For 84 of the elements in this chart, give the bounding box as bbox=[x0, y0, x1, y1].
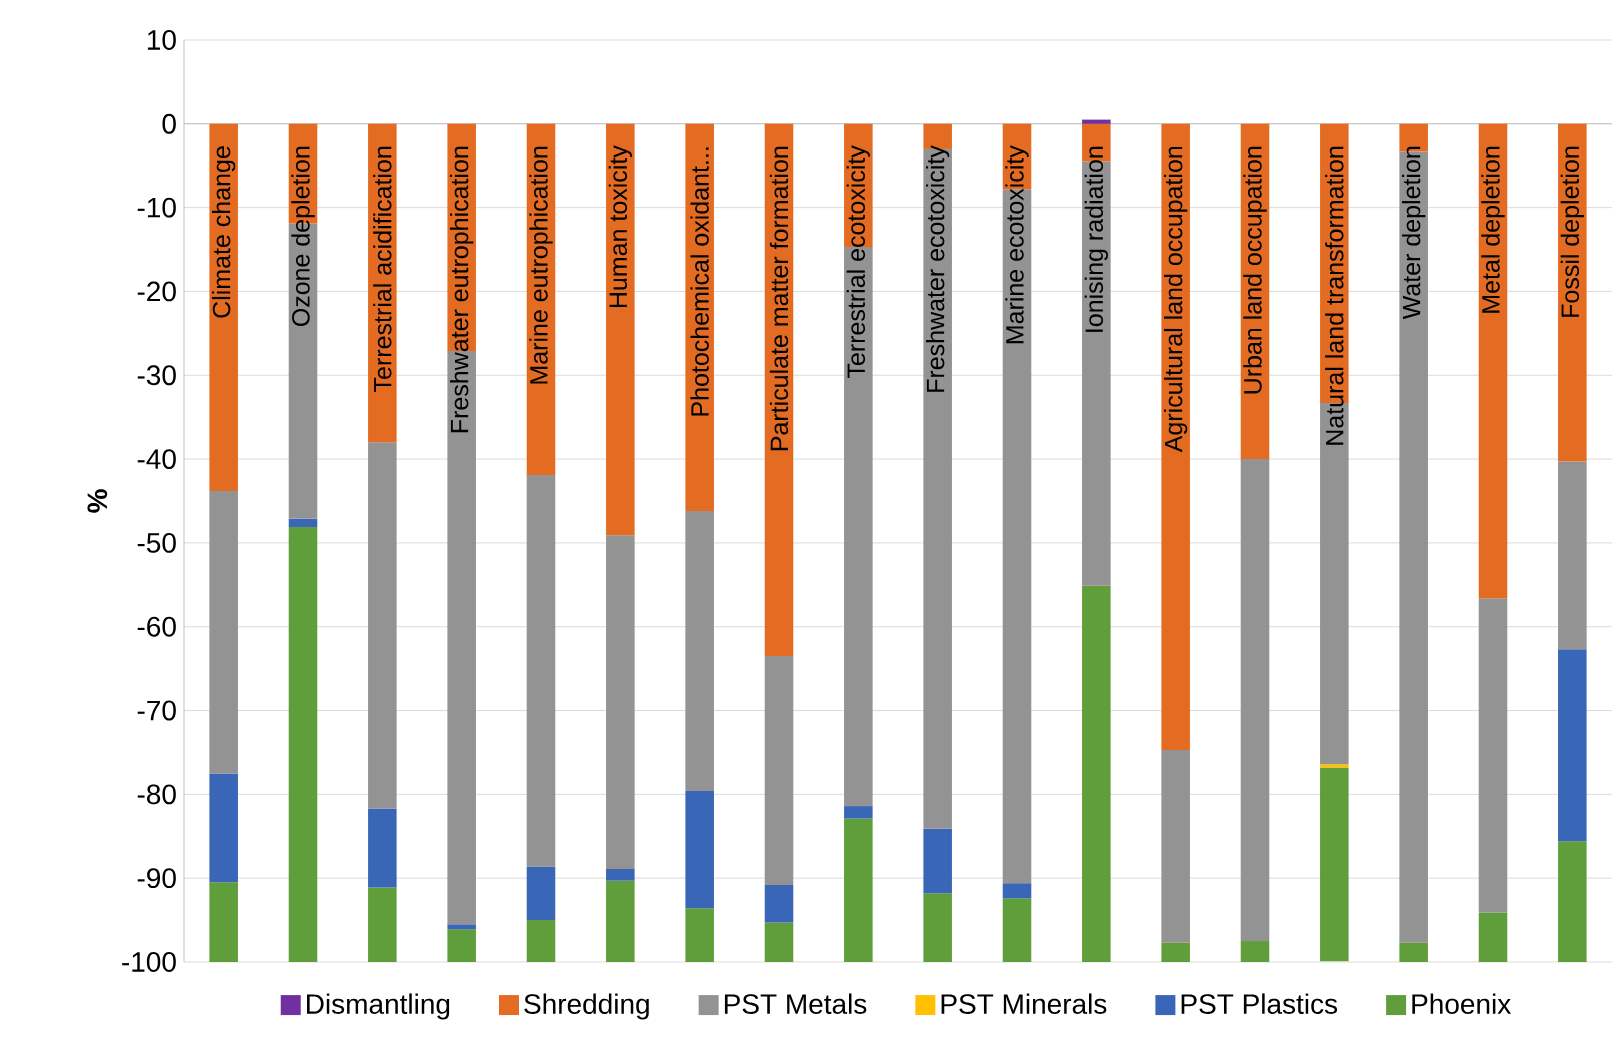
x-tick-label: Fossil depletion bbox=[1560, 146, 1584, 317]
bar bbox=[606, 868, 635, 881]
y-tick-label: -60 bbox=[137, 616, 176, 637]
x-tick-label: Human toxicity bbox=[608, 145, 632, 308]
x-tick-label: Agricultural land occupation bbox=[1164, 146, 1188, 453]
legend-label: PST Minerals bbox=[941, 993, 1107, 1014]
x-tick-label: Urban land occupation bbox=[1243, 146, 1267, 394]
bar bbox=[209, 123, 238, 491]
x-tick-label: Particulate matter formation bbox=[769, 146, 789, 451]
x-tick-label: Freshwater eutrophication bbox=[450, 146, 474, 433]
bar bbox=[685, 908, 714, 962]
x-tick-label: Photochemical oxidant... bbox=[690, 147, 709, 416]
bar bbox=[526, 866, 556, 921]
bar bbox=[606, 880, 635, 962]
bar bbox=[844, 818, 873, 962]
bar bbox=[685, 511, 714, 791]
x-tick-label: Ozone depletion bbox=[291, 146, 315, 327]
bar bbox=[764, 922, 794, 962]
y-tick-label: -70 bbox=[137, 700, 176, 721]
x-tick-label: Terrestrial acidification bbox=[373, 146, 392, 392]
x-tick-label: Ionising radiation bbox=[1084, 146, 1108, 332]
bar bbox=[923, 828, 952, 894]
bar bbox=[1002, 898, 1032, 962]
legend-label: Dismantling bbox=[307, 993, 450, 1020]
y-tick-label: -10 bbox=[137, 197, 176, 218]
bar bbox=[764, 656, 794, 885]
bar bbox=[1002, 883, 1032, 899]
x-tick-label: Terrestrial ecotoxicity bbox=[846, 145, 870, 378]
legend-label: Phoenix bbox=[1412, 993, 1511, 1014]
bar bbox=[1082, 119, 1111, 124]
bar bbox=[685, 791, 714, 909]
bar bbox=[1399, 942, 1428, 962]
x-tick-label: Marine eutrophication bbox=[529, 146, 553, 384]
bar bbox=[526, 475, 556, 867]
bar bbox=[288, 526, 318, 962]
bar bbox=[209, 882, 238, 962]
x-tick-label: Freshwater ecotoxicity bbox=[926, 145, 950, 392]
bar bbox=[1558, 841, 1587, 962]
y-tick-label: 0 bbox=[162, 113, 176, 134]
bar bbox=[526, 920, 556, 962]
y-tick-label: -80 bbox=[137, 784, 176, 805]
y-tick-label: -100 bbox=[122, 952, 176, 972]
y-tick-label: -40 bbox=[137, 449, 176, 469]
bar bbox=[209, 490, 238, 774]
bar bbox=[1161, 123, 1190, 750]
bar bbox=[447, 929, 476, 962]
y-tick-label: 10 bbox=[147, 30, 176, 50]
bar bbox=[844, 806, 873, 819]
bar bbox=[923, 893, 952, 962]
x-tick-label: Metal depletion bbox=[1481, 146, 1505, 313]
bar bbox=[368, 442, 397, 809]
x-tick-label: Climate change bbox=[212, 146, 236, 318]
x-tick-label: Marine ecotoxicity bbox=[1005, 145, 1029, 344]
bar bbox=[288, 518, 318, 527]
legend-label: PST Metals bbox=[724, 993, 867, 1014]
bar bbox=[1478, 598, 1508, 913]
bar bbox=[209, 773, 238, 883]
bar bbox=[368, 808, 397, 888]
bar bbox=[1320, 764, 1349, 768]
bar bbox=[1161, 749, 1190, 943]
y-axis-title: % bbox=[87, 489, 108, 513]
x-tick-label: Natural land transformation bbox=[1325, 146, 1344, 445]
bar bbox=[1558, 123, 1587, 462]
bar bbox=[764, 884, 794, 923]
bar bbox=[1161, 942, 1190, 962]
y-tick-label: -20 bbox=[137, 281, 176, 302]
bar bbox=[1558, 461, 1587, 650]
bar bbox=[1558, 649, 1587, 842]
bar bbox=[1240, 941, 1270, 962]
bar bbox=[1478, 912, 1508, 962]
x-tick-label: Water depletion bbox=[1402, 146, 1426, 320]
bar bbox=[368, 887, 397, 962]
bar bbox=[447, 924, 476, 930]
y-tick-label: -30 bbox=[137, 365, 176, 386]
bar bbox=[606, 123, 635, 536]
bar bbox=[1320, 767, 1349, 962]
bar bbox=[1082, 585, 1111, 962]
bar bbox=[606, 535, 635, 869]
legend-label: PST Plastics bbox=[1181, 993, 1338, 1014]
legend-label: Shredding bbox=[524, 993, 649, 1020]
y-tick-label: -50 bbox=[137, 532, 176, 553]
bar bbox=[1478, 123, 1508, 599]
y-tick-label: -90 bbox=[137, 868, 176, 889]
bar bbox=[1240, 459, 1270, 942]
